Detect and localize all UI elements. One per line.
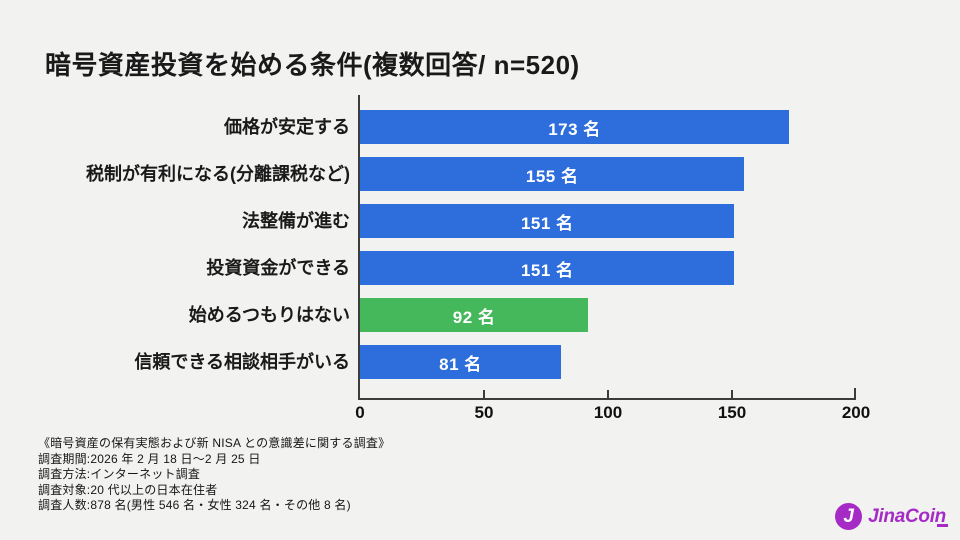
jinacoin-logo-text: JinaCoin: [868, 505, 948, 527]
category-label: 始めるつもりはない: [188, 305, 350, 325]
survey-target: 調査対象:20 代以上の日本在住者: [38, 482, 218, 497]
x-tick-label: 100: [593, 403, 623, 422]
x-tick-label: 150: [717, 403, 747, 422]
category-label: 投資資金ができる: [206, 258, 350, 278]
category-label: 価格が安定する: [224, 117, 350, 137]
bar-row: 税制が有利になる(分離課税など) 155 名: [86, 157, 856, 191]
x-tick-label: 200: [841, 403, 871, 422]
category-label: 税制が有利になる(分離課税など): [86, 164, 350, 184]
bar: 151 名: [360, 251, 735, 285]
survey-sample: 調査人数:878 名(男性 546 名・女性 324 名・その他 8 名): [38, 498, 351, 513]
x-axis-tick: [483, 390, 485, 398]
bar-value-label: 151 名: [520, 260, 574, 280]
survey-title: 《暗号資産の保有実態および新 NISA との意識差に関する調査》: [38, 436, 391, 450]
bar-value-label: 173 名: [548, 119, 601, 139]
bar-row: 法整備が進む 151 名: [242, 204, 856, 238]
x-axis-tick: [854, 388, 856, 398]
bar-value-label: 151 名: [520, 213, 574, 233]
bar: 155 名: [360, 157, 745, 191]
bar-chart-plot-area: 価格が安定する 173 名 税制が有利になる(分離課税など) 155 名 法整備…: [86, 95, 870, 422]
bar: 173 名: [360, 110, 790, 144]
bar: 81 名: [360, 345, 561, 379]
x-axis-tick: [607, 390, 609, 398]
bar-value-label: 81 名: [439, 354, 482, 374]
bar-value-label: 92 名: [452, 307, 496, 327]
category-label: 信頼できる相談相手がいる: [134, 352, 350, 372]
survey-notes: 《暗号資産の保有実態および新 NISA との意識差に関する調査》 調査期間:20…: [38, 436, 390, 514]
x-axis-tick: [731, 390, 733, 398]
jinacoin-logo: J JinaCoin: [835, 503, 948, 530]
bar: 151 名: [360, 204, 735, 238]
bar-rows: 価格が安定する 173 名 税制が有利になる(分離課税など) 155 名 法整備…: [86, 110, 856, 392]
logo-letter: J: [843, 505, 854, 527]
bar-row: 始めるつもりはない 92 名: [189, 298, 856, 332]
bar-value-label: 155 名: [525, 166, 579, 186]
bar-row: 投資資金ができる 151 名: [206, 251, 856, 285]
bar-highlighted: 92 名: [360, 298, 589, 332]
jinacoin-logo-icon: J: [835, 503, 863, 530]
category-label: 法整備が進む: [242, 211, 350, 231]
x-tick-label: 0: [355, 403, 365, 422]
survey-method: 調査方法:インターネット調査: [38, 467, 201, 482]
bar-row: 価格が安定する 173 名: [224, 110, 856, 144]
x-axis-tick-labels: 0 50 100 150 200: [355, 403, 870, 423]
bar-row: 信頼できる相談相手がいる 81 名: [134, 345, 856, 379]
page-title: 暗号資産投資を始める条件(複数回答/ n=520): [45, 50, 580, 81]
x-tick-label: 50: [474, 403, 494, 422]
survey-period: 調査期間:2026 年 2 月 18 日〜2 月 25 日: [38, 451, 261, 466]
